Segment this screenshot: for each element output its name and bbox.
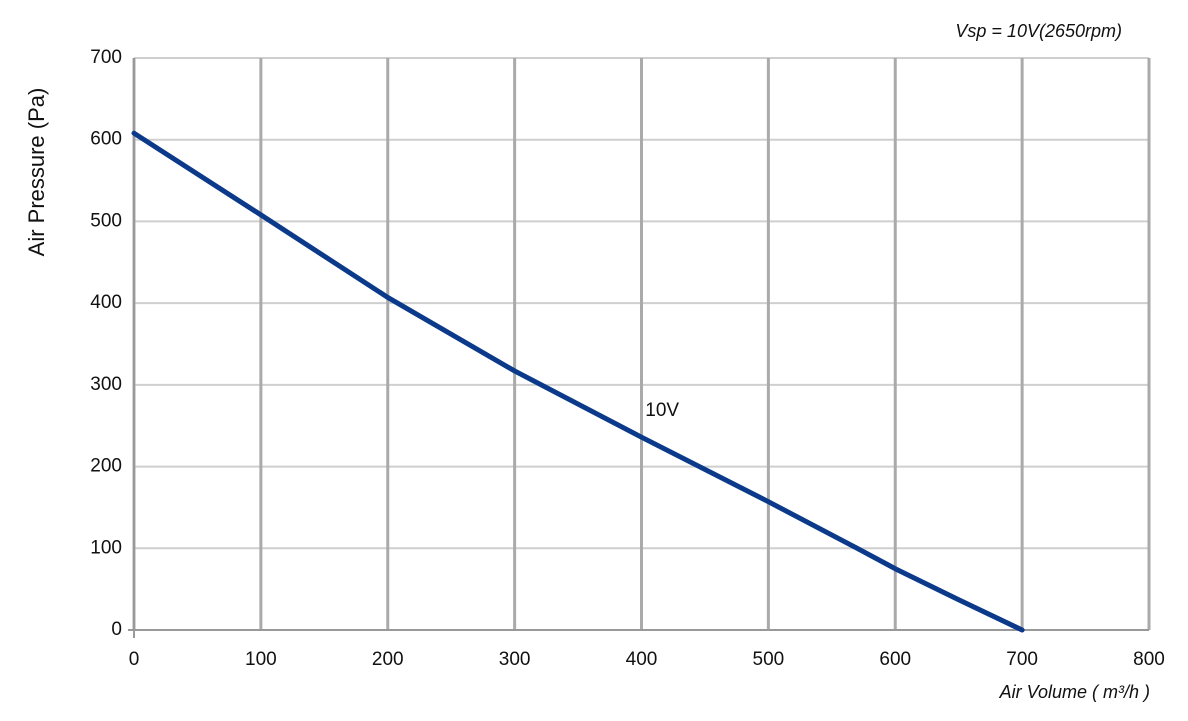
y-tick-label: 300 — [90, 374, 122, 395]
x-tick-label: 700 — [1006, 649, 1038, 670]
x-tick-label: 0 — [129, 649, 140, 670]
y-axis-label: Air Pressure (Pa) — [24, 88, 49, 257]
y-tick-label: 500 — [90, 210, 122, 231]
y-tick-label: 600 — [90, 129, 122, 150]
x-tick-label: 800 — [1133, 649, 1165, 670]
y-tick-label: 700 — [90, 47, 122, 68]
x-tick-label: 400 — [626, 649, 658, 670]
x-axis-label: Air Volume ( m³/h ) — [999, 682, 1150, 702]
x-tick-label: 500 — [753, 649, 785, 670]
chart-title: Vsp = 10V(2650rpm) — [955, 21, 1122, 41]
x-tick-label: 300 — [499, 649, 531, 670]
line — [131, 130, 1025, 633]
y-tick-label: 400 — [90, 292, 122, 313]
y-tick-label: 200 — [90, 456, 122, 477]
y-tick-label: 100 — [90, 537, 122, 558]
x-tick-label: 100 — [245, 649, 277, 670]
x-tick-label: 200 — [372, 649, 404, 670]
x-tick-label: 600 — [879, 649, 911, 670]
y-tick-label: 0 — [111, 619, 122, 640]
annotation: 10V — [645, 400, 679, 421]
